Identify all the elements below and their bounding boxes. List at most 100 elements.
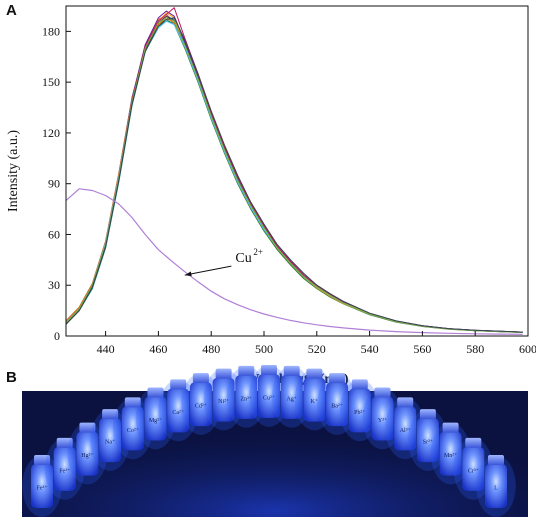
annotation-superscript: 2+ bbox=[253, 247, 263, 257]
vial-cap bbox=[442, 422, 459, 433]
y-tick-label: 150 bbox=[42, 75, 60, 89]
vial: Sr²⁺ bbox=[408, 409, 448, 471]
y-axis-title: Intensity (a.u.) bbox=[6, 130, 21, 212]
x-axis: 440 460 480 500 520 540 560 580 600 bbox=[97, 331, 536, 356]
vial: Zn²⁺ bbox=[226, 365, 267, 428]
vial: Al³⁺ bbox=[385, 397, 426, 460]
vial-body bbox=[439, 431, 462, 476]
series-line-5 bbox=[65, 20, 523, 333]
vial-body bbox=[212, 377, 235, 422]
series-line-8 bbox=[65, 15, 523, 333]
panel-b-letter: B bbox=[6, 369, 17, 386]
vial: Fe³⁺ bbox=[22, 455, 62, 517]
panel-a-letter: A bbox=[6, 2, 17, 19]
vial-label: Ag⁺ bbox=[286, 395, 297, 402]
series-line-10 bbox=[65, 20, 523, 333]
vial: Hg²⁺ bbox=[67, 422, 108, 485]
y-tick-label: 120 bbox=[42, 126, 60, 140]
vial-label: Ba²⁺ bbox=[331, 403, 343, 410]
series-line-4 bbox=[65, 12, 523, 333]
vial-body bbox=[303, 377, 326, 422]
vial: Cu²⁺ bbox=[249, 365, 289, 427]
vial-cap bbox=[102, 409, 119, 420]
vial-label: Ca²⁺ bbox=[172, 409, 184, 416]
vial-row: Fe³⁺ Fe²⁺ Hg²⁺ Na⁺ Co²⁺ Mg²⁺ Ca²⁺ Cd²⁺ Ni²⁺ Zn²⁺ C… bbox=[22, 365, 516, 517]
vial-label: Y³⁺ bbox=[378, 417, 387, 424]
vial-body bbox=[326, 382, 349, 427]
vial-label: L bbox=[494, 486, 498, 492]
vial-body bbox=[53, 446, 76, 491]
vial: Mn²⁺ bbox=[430, 422, 471, 485]
vial-cap bbox=[34, 455, 50, 465]
vial-body bbox=[167, 388, 190, 433]
x-tick-label: 560 bbox=[413, 342, 431, 356]
series-line-1 bbox=[65, 14, 523, 333]
vial-label: Cd²⁺ bbox=[195, 403, 207, 410]
x-tick-label: 520 bbox=[308, 342, 326, 356]
series-line-6 bbox=[65, 10, 523, 333]
vial: Ag⁺ bbox=[271, 365, 312, 428]
vial: Co²⁺ bbox=[113, 397, 153, 460]
vial-cap bbox=[147, 387, 164, 398]
y-tick-label: 30 bbox=[48, 278, 60, 292]
vial: Ba²⁺ bbox=[317, 373, 357, 435]
vial: Ca²⁺ bbox=[158, 379, 198, 442]
vial-cap bbox=[261, 365, 277, 375]
vial: Cr³⁺ bbox=[453, 437, 494, 500]
vial-label: Hg²⁺ bbox=[81, 452, 93, 459]
series-line-9 bbox=[65, 7, 523, 333]
vial: Pb²⁺ bbox=[340, 379, 380, 442]
vial-cap bbox=[79, 422, 96, 433]
y-tick-label: 180 bbox=[42, 24, 60, 38]
vial: Fe²⁺ bbox=[44, 437, 85, 500]
vial-label: Mn²⁺ bbox=[444, 452, 457, 459]
series-line-2 bbox=[65, 19, 523, 333]
vial-body bbox=[258, 374, 280, 418]
annotation-arrow-line bbox=[184, 265, 232, 276]
vial-cap bbox=[419, 409, 436, 420]
vial-body bbox=[280, 374, 303, 419]
vial-body bbox=[416, 418, 439, 463]
vial-body bbox=[121, 406, 144, 451]
vial-label: K⁺ bbox=[311, 398, 319, 405]
vial: L bbox=[476, 455, 516, 517]
vial-label: Cr³⁺ bbox=[468, 467, 479, 474]
vial-cap bbox=[488, 455, 504, 465]
y-tick-label: 60 bbox=[48, 227, 60, 241]
vial: Ni²⁺ bbox=[203, 368, 244, 431]
series-line-11 bbox=[65, 17, 523, 333]
vial-label: Cu²⁺ bbox=[263, 395, 275, 402]
vial-body bbox=[348, 388, 371, 433]
vial-cap bbox=[283, 365, 300, 376]
vial-cap bbox=[465, 437, 482, 448]
vial-cap bbox=[124, 397, 141, 408]
y-tick-label: 90 bbox=[48, 177, 60, 191]
y-tick-label: 0 bbox=[54, 329, 60, 343]
series-lines bbox=[65, 7, 523, 335]
vial: Cd²⁺ bbox=[181, 373, 221, 435]
vial-body bbox=[76, 431, 99, 476]
vial-label: Fe³⁺ bbox=[37, 485, 48, 492]
vial-label: Ni²⁺ bbox=[218, 398, 229, 405]
series-line-3 bbox=[65, 15, 523, 333]
vial: Mg²⁺ bbox=[135, 387, 176, 450]
plot-frame bbox=[65, 5, 529, 337]
vial-body bbox=[394, 406, 417, 451]
vial-cap bbox=[397, 397, 414, 408]
vial-cap bbox=[329, 373, 346, 384]
vial-label: Na⁺ bbox=[105, 439, 115, 446]
vial-label: Mg²⁺ bbox=[149, 417, 162, 424]
annotation-arrow-head bbox=[184, 271, 192, 277]
vial-body bbox=[189, 382, 212, 427]
vial-body bbox=[485, 464, 507, 508]
x-tick-label: 440 bbox=[97, 342, 115, 356]
series-line-cu bbox=[65, 188, 523, 335]
vial-body bbox=[235, 374, 258, 419]
vial: K⁺ bbox=[294, 368, 335, 431]
x-tick-label: 480 bbox=[202, 342, 220, 356]
vial-label: Zn²⁺ bbox=[240, 395, 252, 402]
annotation-label: Cu bbox=[235, 251, 251, 266]
y-axis: 0 30 60 90 120 150 180 bbox=[42, 24, 71, 343]
vial-cap bbox=[170, 379, 187, 390]
